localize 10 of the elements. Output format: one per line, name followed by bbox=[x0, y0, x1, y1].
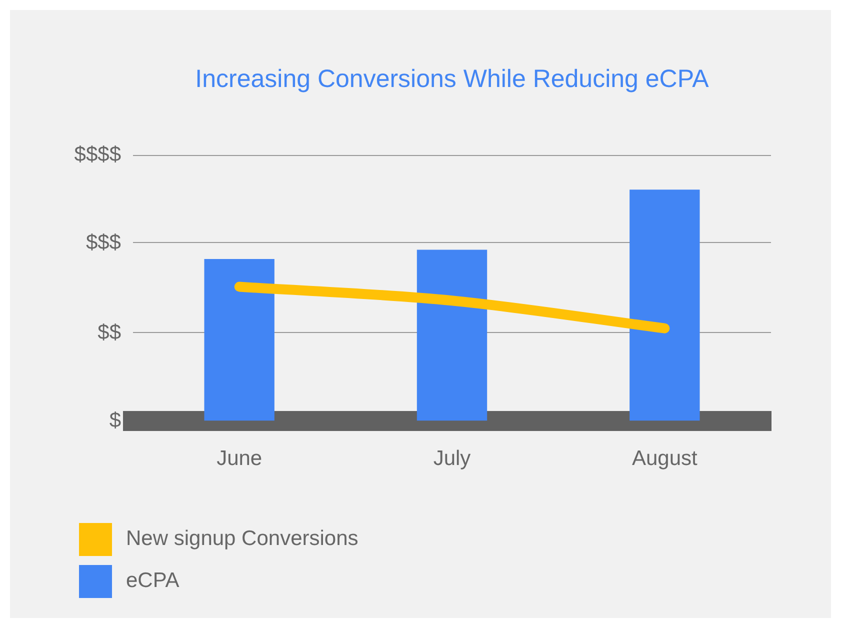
ref-line-label: $$$$ bbox=[73, 143, 121, 167]
ref-line-label: $$$ bbox=[84, 230, 121, 255]
x-tick-label: June bbox=[216, 447, 262, 470]
ref-line-label: $$ bbox=[96, 320, 121, 345]
chart-title: Increasing Conversions While Reducing eCPA bbox=[195, 64, 710, 93]
x-tick-label: August bbox=[632, 447, 698, 470]
legend-label: New signup Conversions bbox=[126, 527, 358, 551]
text: $ bbox=[108, 408, 121, 433]
x-tick-label: July bbox=[433, 447, 472, 470]
legend-label: eCPA bbox=[126, 569, 180, 593]
